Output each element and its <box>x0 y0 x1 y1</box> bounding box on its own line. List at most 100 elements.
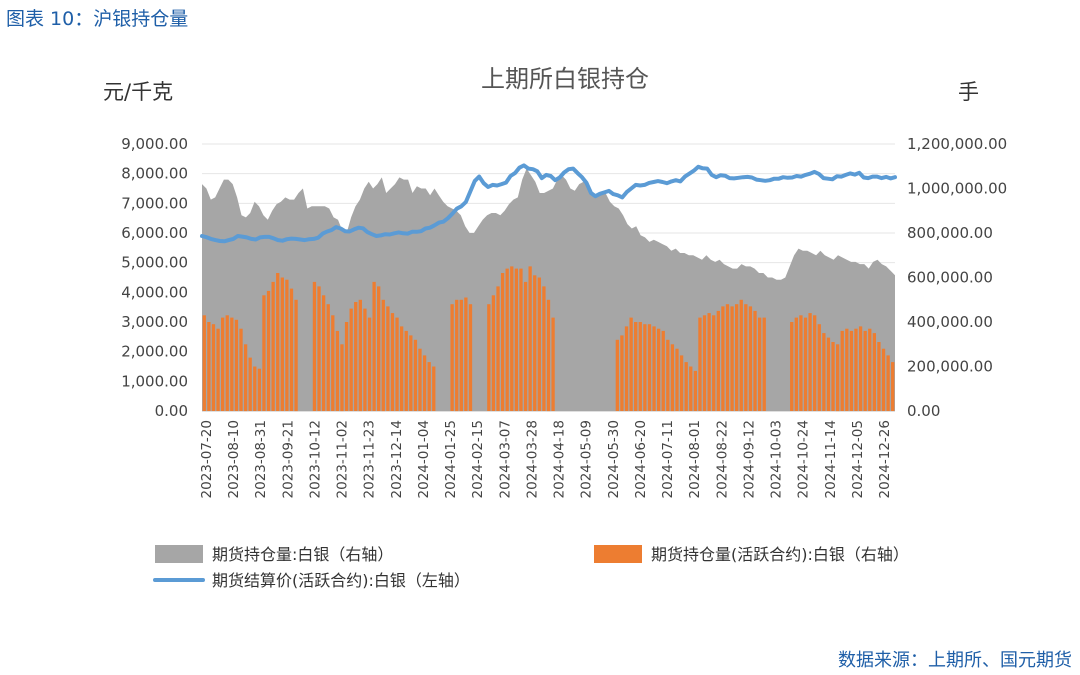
active-holdings-bar <box>487 304 491 411</box>
active-holdings-bar <box>707 313 711 411</box>
active-holdings-bar <box>716 310 720 411</box>
active-holdings-bar <box>266 290 271 411</box>
x-axis-tick-label: 2023-12-14 <box>389 420 405 498</box>
active-holdings-bar <box>679 355 684 411</box>
active-holdings-bar <box>794 317 798 411</box>
active-holdings-bar <box>491 295 496 411</box>
right-axis-tick-label: 800,000.00 <box>907 224 993 242</box>
x-axis-tick-label: 2024-02-15 <box>470 420 486 498</box>
active-holdings-bar <box>652 326 656 411</box>
active-holdings-bar <box>826 337 831 411</box>
active-holdings-bar <box>464 297 468 411</box>
active-holdings-bar <box>450 304 454 411</box>
active-holdings-bar <box>813 315 817 411</box>
active-holdings-bar <box>528 266 532 411</box>
active-holdings-bar <box>748 306 753 411</box>
active-holdings-bar <box>289 288 294 411</box>
active-holdings-bar <box>698 317 702 411</box>
active-holdings-bar <box>317 286 321 411</box>
active-holdings-bar <box>358 299 362 412</box>
active-holdings-bar <box>386 306 390 411</box>
left-axis-tick-label: 9,000.00 <box>121 135 188 153</box>
x-axis-tick-label: 2024-08-01 <box>687 420 703 498</box>
active-holdings-bar <box>372 281 376 411</box>
active-holdings-bar <box>510 266 514 411</box>
x-axis-tick-label: 2023-09-21 <box>280 420 296 498</box>
active-holdings-bar <box>496 286 500 411</box>
active-holdings-bar <box>730 306 734 411</box>
active-holdings-bar <box>225 315 229 411</box>
active-holdings-bar <box>854 328 858 411</box>
legend-swatch-active <box>594 545 642 563</box>
left-axis-tick-label: 3,000.00 <box>121 313 188 331</box>
active-holdings-bar <box>505 268 509 411</box>
left-axis-tick-label: 0.00 <box>155 402 188 420</box>
settlement-price-path <box>200 163 897 244</box>
active-holdings-bar <box>239 328 243 411</box>
active-holdings-bar <box>404 330 408 411</box>
x-axis-tick-label: 2024-10-03 <box>769 420 785 498</box>
x-axis-tick-label: 2024-07-11 <box>660 420 676 498</box>
active-holdings-bar <box>684 362 688 411</box>
right-axis-tick-label: 1,200,000.00 <box>907 135 1007 153</box>
right-axis-tick-label: 0.00 <box>907 402 940 420</box>
active-holdings-bar <box>395 317 399 411</box>
active-holdings-bar <box>840 330 844 411</box>
legend-label-active: 期货持仓量(活跃合约):白银（右轴） <box>651 545 909 564</box>
right-axis-tick-label: 200,000.00 <box>907 358 993 376</box>
active-holdings-bar <box>422 355 427 411</box>
active-holdings-bar <box>753 310 757 411</box>
active-holdings-bar <box>629 317 633 411</box>
active-holdings-bar <box>661 330 665 411</box>
active-holdings-bar <box>647 324 652 411</box>
active-holdings-bar <box>331 315 335 411</box>
active-holdings-bar <box>427 362 431 411</box>
active-holdings-bar <box>551 317 555 411</box>
active-holdings-bar <box>349 308 353 411</box>
active-holdings-bar <box>459 299 463 412</box>
active-holdings-bar <box>624 326 629 411</box>
active-holdings-bar <box>868 328 872 411</box>
active-holdings-bar <box>468 304 473 411</box>
active-holdings-bar <box>817 324 821 411</box>
active-holdings-bar <box>413 339 418 411</box>
active-holdings-bar <box>381 299 385 412</box>
x-axis-tick-label: 2024-03-28 <box>524 420 540 498</box>
left-axis-tick-label: 4,000.00 <box>121 283 188 301</box>
left-axis-tick-label: 7,000.00 <box>121 194 188 212</box>
active-holdings-bar <box>863 330 867 411</box>
x-axis-tick-label: 2024-06-20 <box>633 420 649 498</box>
active-holdings-bar <box>689 366 693 411</box>
active-holdings-bar <box>615 339 619 411</box>
x-axis-tick-label: 2024-05-09 <box>579 420 595 498</box>
x-axis-tick-label: 2024-12-05 <box>850 420 866 498</box>
active-holdings-bar <box>712 315 716 411</box>
left-axis-tick-label: 8,000.00 <box>121 165 188 183</box>
active-holdings-bar <box>546 299 551 412</box>
left-axis-tick-label: 6,000.00 <box>121 224 188 242</box>
active-holdings-bar <box>721 306 725 411</box>
active-holdings-bar <box>542 286 546 411</box>
legend-label-total: 期货持仓量:白银（右轴） <box>212 545 393 564</box>
left-axis-ticks: 0.00 1,000.00 2,000.00 3,000.00 4,000.00 5,00… <box>121 135 188 420</box>
left-axis-tick-label: 2,000.00 <box>121 343 188 361</box>
figure-caption: 图表 10：沪银持仓量 <box>6 8 189 30</box>
active-holdings-bar <box>344 322 349 411</box>
active-holdings-bar <box>858 326 863 411</box>
right-axis-tick-label: 1,000,000.00 <box>907 180 1007 198</box>
active-holdings-bar <box>340 344 344 412</box>
x-axis-ticks: 2023-07-20 2023-08-10 2023-08-31 2023-09-21… <box>199 420 893 498</box>
active-holdings-bar <box>248 357 252 411</box>
active-holdings-bar <box>808 313 812 411</box>
active-holdings-bar <box>638 322 642 411</box>
active-holdings-bar <box>230 317 234 411</box>
active-holdings-bar <box>257 368 262 411</box>
active-holdings-bar <box>234 319 239 411</box>
x-axis-tick-label: 2024-08-22 <box>714 420 730 498</box>
active-holdings-bar <box>500 273 505 411</box>
x-axis-tick-label: 2024-12-26 <box>877 420 893 498</box>
active-holdings-bar <box>702 315 707 411</box>
x-axis-tick-label: 2023-10-12 <box>308 420 324 498</box>
active-holdings-bar <box>762 317 766 411</box>
active-holdings-bar <box>432 366 436 411</box>
